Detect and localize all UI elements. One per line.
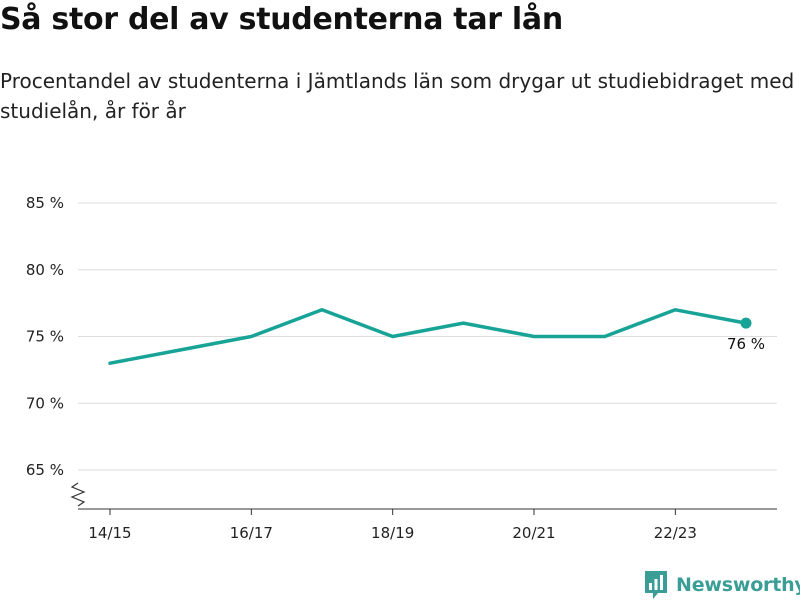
brand-name: Newsworthy — [676, 574, 800, 596]
series-line — [108, 308, 748, 365]
bar-chart-speech-bubble-icon — [645, 571, 667, 599]
x-tick-label: 14/15 — [88, 524, 131, 542]
y-tick-label: 65 % — [26, 461, 64, 479]
x-tick-label: 16/17 — [230, 524, 273, 542]
y-tick-label: 85 % — [26, 194, 64, 212]
x-tick-label: 18/19 — [371, 524, 414, 542]
chart-subtitle: Procentandel av studenterna i Jämtlands … — [0, 69, 795, 123]
chart-title: Så stor del av studenterna tar lån — [0, 2, 563, 37]
brand-logo: Newsworthy — [644, 570, 800, 600]
last-value-label: 76 % — [727, 335, 765, 353]
last-data-point — [740, 317, 752, 329]
axis-break-icon — [70, 482, 86, 507]
x-tick-label: 22/23 — [654, 524, 697, 542]
y-tick-label: 70 % — [26, 394, 64, 412]
y-tick-label: 80 % — [26, 261, 64, 279]
x-tick-label: 20/21 — [512, 524, 555, 542]
y-tick-label: 75 % — [26, 328, 64, 346]
